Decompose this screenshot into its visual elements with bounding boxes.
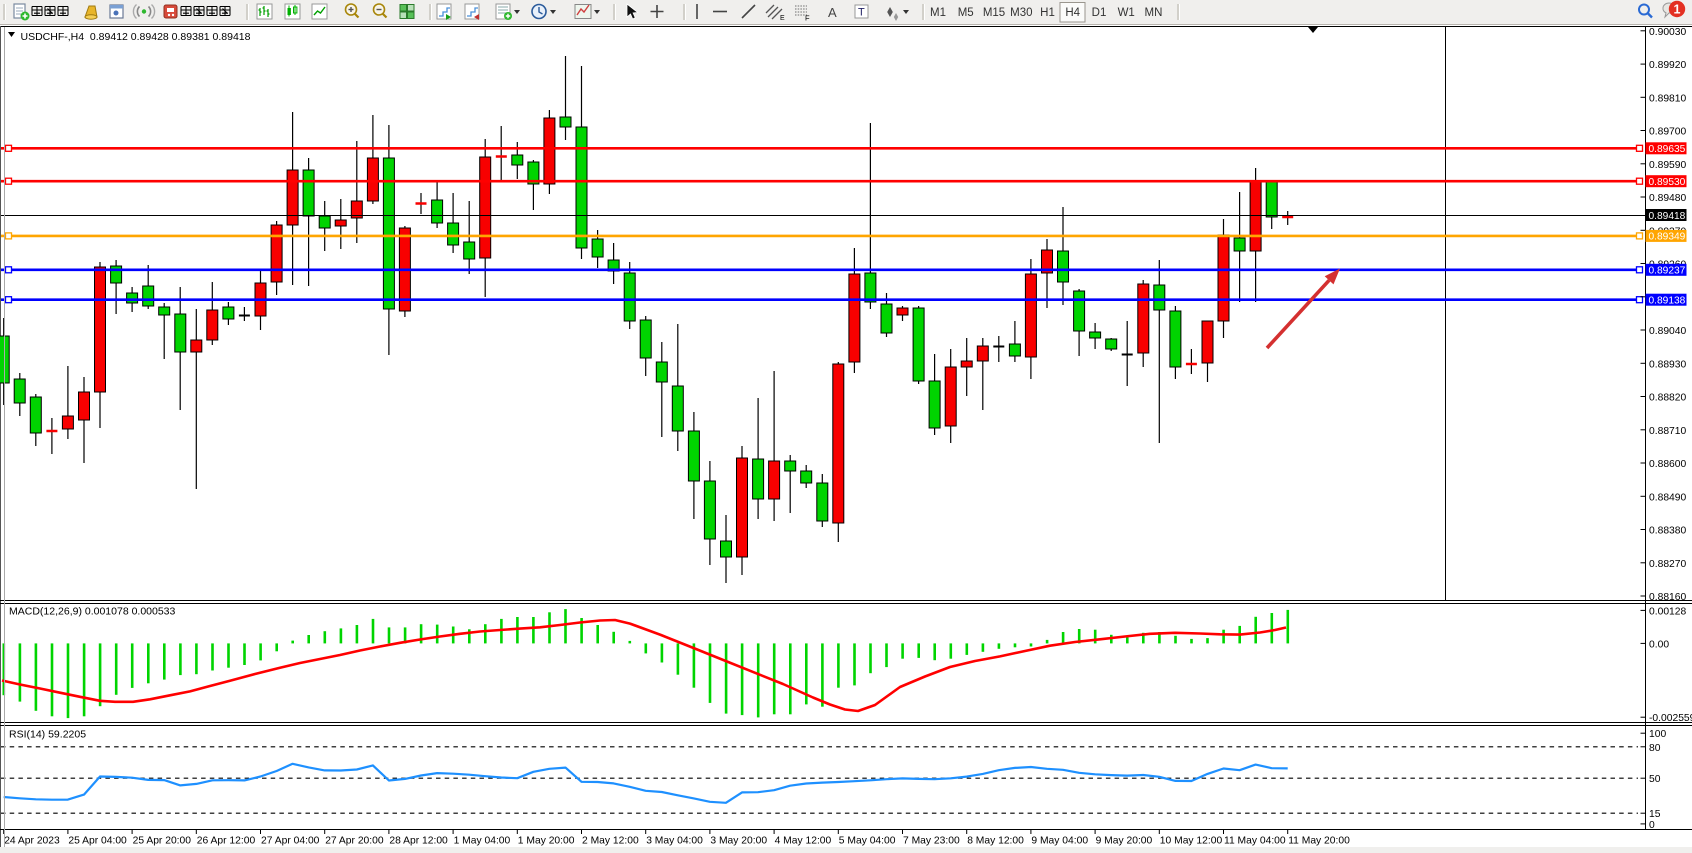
svg-text:0.88930: 0.88930 (1649, 359, 1686, 370)
svg-text:25 Apr 20:00: 25 Apr 20:00 (133, 836, 192, 847)
svg-text:27 Apr 20:00: 27 Apr 20:00 (325, 836, 384, 847)
svg-text:0.88820: 0.88820 (1649, 393, 1686, 404)
svg-text:M30: M30 (1010, 7, 1032, 19)
svg-text:M1: M1 (930, 7, 946, 19)
svg-text:M15: M15 (983, 7, 1005, 19)
svg-text:4 May 12:00: 4 May 12:00 (775, 836, 832, 847)
svg-text:5 May 04:00: 5 May 04:00 (839, 836, 896, 847)
svg-text:11 May 04:00: 11 May 04:00 (1224, 836, 1286, 847)
svg-text:0.88710: 0.88710 (1649, 426, 1686, 437)
svg-text:24 Apr 2023: 24 Apr 2023 (4, 836, 60, 847)
svg-text:3 May 04:00: 3 May 04:00 (646, 836, 703, 847)
svg-text:9 May 04:00: 9 May 04:00 (1031, 836, 1088, 847)
svg-text:0.89480: 0.89480 (1649, 193, 1686, 204)
svg-text:T: T (858, 7, 865, 19)
svg-text:USDCHF-,H4 0.89412 0.89428 0.: USDCHF-,H4 0.89412 0.89428 0.89381 0.894… (21, 31, 251, 43)
svg-text:0.88270: 0.88270 (1649, 559, 1686, 570)
svg-text:W1: W1 (1118, 7, 1135, 19)
svg-text:10 May 12:00: 10 May 12:00 (1160, 836, 1223, 847)
svg-text:F: F (805, 14, 810, 23)
svg-text:0.00128: 0.00128 (1649, 606, 1686, 617)
svg-text:8 May 12:00: 8 May 12:00 (967, 836, 1024, 847)
svg-text:0.89920: 0.89920 (1649, 60, 1686, 71)
svg-text:3 May 20:00: 3 May 20:00 (710, 836, 767, 847)
svg-text:9 May 20:00: 9 May 20:00 (1096, 836, 1153, 847)
svg-text:11 May 20:00: 11 May 20:00 (1288, 836, 1350, 847)
svg-text:A: A (828, 5, 837, 20)
svg-text:0.89237: 0.89237 (1649, 266, 1686, 277)
svg-text:1: 1 (1674, 3, 1681, 17)
svg-text:50: 50 (1649, 774, 1661, 785)
svg-text:28 Apr 12:00: 28 Apr 12:00 (389, 836, 448, 847)
svg-text:0.88380: 0.88380 (1649, 526, 1686, 537)
svg-text:1 May 20:00: 1 May 20:00 (518, 836, 575, 847)
svg-text:MN: MN (1145, 7, 1163, 19)
svg-text:RSI(14) 59.2205: RSI(14) 59.2205 (9, 729, 86, 741)
svg-text:100: 100 (1649, 729, 1666, 740)
svg-text:0.89530: 0.89530 (1649, 177, 1686, 188)
svg-text:0.89635: 0.89635 (1649, 144, 1686, 155)
svg-text:D1: D1 (1092, 7, 1107, 19)
svg-text:0.90030: 0.90030 (1649, 27, 1686, 38)
svg-text:0.00: 0.00 (1649, 639, 1669, 650)
svg-text:2 May 12:00: 2 May 12:00 (582, 836, 639, 847)
svg-text:H4: H4 (1065, 7, 1080, 19)
svg-text:1 May 04:00: 1 May 04:00 (454, 836, 511, 847)
svg-text:0.89138: 0.89138 (1649, 296, 1686, 307)
svg-text:MACD(12,26,9) 0.001078 0.00053: MACD(12,26,9) 0.001078 0.000533 (9, 606, 176, 618)
svg-text:0.88160: 0.88160 (1649, 592, 1686, 603)
svg-text:0.89349: 0.89349 (1649, 232, 1686, 243)
svg-text:25 Apr 04:00: 25 Apr 04:00 (68, 836, 127, 847)
svg-text:80: 80 (1649, 743, 1661, 754)
svg-text:15: 15 (1649, 809, 1661, 820)
svg-text:27 Apr 04:00: 27 Apr 04:00 (261, 836, 320, 847)
svg-text:26 Apr 12:00: 26 Apr 12:00 (197, 836, 256, 847)
svg-text:0.89418: 0.89418 (1649, 211, 1686, 222)
svg-text:0.89700: 0.89700 (1649, 127, 1686, 138)
svg-text:0.88490: 0.88490 (1649, 492, 1686, 503)
svg-text:0.89810: 0.89810 (1649, 93, 1686, 104)
svg-text:H1: H1 (1040, 7, 1055, 19)
svg-text:M5: M5 (958, 7, 974, 19)
svg-text:7 May 23:00: 7 May 23:00 (903, 836, 960, 847)
svg-text:0: 0 (1649, 820, 1655, 831)
svg-text:0.88600: 0.88600 (1649, 459, 1686, 470)
svg-text:E: E (780, 15, 785, 22)
svg-text:0.89590: 0.89590 (1649, 160, 1686, 171)
svg-text:0.89040: 0.89040 (1649, 326, 1686, 337)
svg-text:-0.002559: -0.002559 (1649, 713, 1692, 724)
